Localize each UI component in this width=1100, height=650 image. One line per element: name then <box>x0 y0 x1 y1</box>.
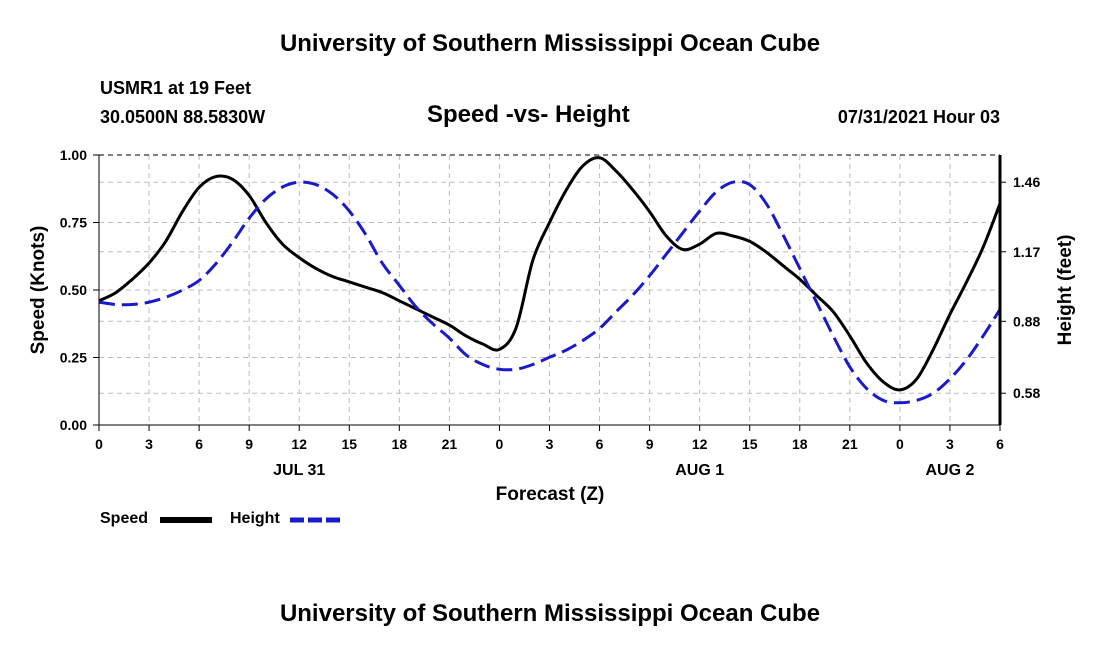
y-tick-label: 0.50 <box>60 282 87 298</box>
x-tick-label: 12 <box>291 436 307 452</box>
forecast-date: 07/31/2021 Hour 03 <box>837 107 1000 127</box>
x-tick-label: 3 <box>546 436 554 452</box>
x-tick-label: 12 <box>692 436 708 452</box>
x-axis-title: Forecast (Z) <box>496 484 605 505</box>
x-tick-label: 21 <box>842 436 858 452</box>
day-label: AUG 1 <box>675 462 724 479</box>
page-title-top: University of Southern Mississippi Ocean… <box>279 30 821 57</box>
y-tick-label: 1.00 <box>60 147 87 163</box>
y2-tick-label: 0.88 <box>1013 313 1040 329</box>
speed-height-chart: 0 3 6 9 12 15 18 21 0 3 6 9 12 15 18 21 0 3 6 JUL 31 AUG 1 AU… <box>28 147 1076 505</box>
x-tick-label: 9 <box>245 436 253 452</box>
y2-tick-label: 1.46 <box>1013 174 1040 190</box>
x-tick-label: 0 <box>95 436 103 452</box>
y-tick-label: 0.25 <box>60 350 87 366</box>
x-tick-label: 21 <box>442 436 458 452</box>
x-tick-label: 15 <box>742 436 758 452</box>
x-tick-label: 0 <box>496 436 504 452</box>
legend-speed-label: Speed <box>100 510 149 527</box>
x-tick-label: 3 <box>145 436 153 452</box>
day-label: JUL 31 <box>273 462 325 479</box>
x-tick-label: 0 <box>896 436 904 452</box>
x-tick-label: 6 <box>195 436 203 452</box>
x-tick-label: 15 <box>341 436 357 452</box>
legend-height-swatch <box>290 517 344 523</box>
y-axis-title: Speed (Knots) <box>28 226 49 355</box>
y2-tick-label: 0.58 <box>1013 385 1040 401</box>
x-tick-label: 18 <box>792 436 808 452</box>
legend-speed-swatch <box>160 517 212 523</box>
grid-layer <box>99 155 1000 425</box>
x-tick-label: 9 <box>646 436 654 452</box>
day-label: AUG 2 <box>925 462 974 479</box>
station-location: 30.0500N 88.5830W <box>100 107 266 127</box>
series-line-speed <box>98 156 1002 392</box>
labels-layer: 0 3 6 9 12 15 18 21 0 3 6 9 12 15 18 21 0 3 6 JUL 31 AUG 1 AU… <box>60 147 1041 479</box>
x-tick-label: 6 <box>996 436 1004 452</box>
page-title-bottom: University of Southern Mississippi Ocean… <box>279 600 821 627</box>
x-tick-label: 3 <box>946 436 954 452</box>
legend-height-label: Height <box>230 510 280 527</box>
y-tick-label: 0.00 <box>60 417 87 433</box>
chart-title: Speed -vs- Height <box>427 101 630 128</box>
series-layer <box>98 156 1002 405</box>
y2-axis-title: Height (feet) <box>1055 235 1076 346</box>
axes-layer <box>93 154 1006 431</box>
series-line-height <box>98 179 1002 405</box>
y-tick-label: 0.75 <box>60 215 87 231</box>
x-tick-label: 6 <box>596 436 604 452</box>
station-label: USMR1 at 19 Feet <box>100 78 252 98</box>
x-tick-label: 18 <box>392 436 408 452</box>
y2-tick-label: 1.17 <box>1013 244 1040 260</box>
